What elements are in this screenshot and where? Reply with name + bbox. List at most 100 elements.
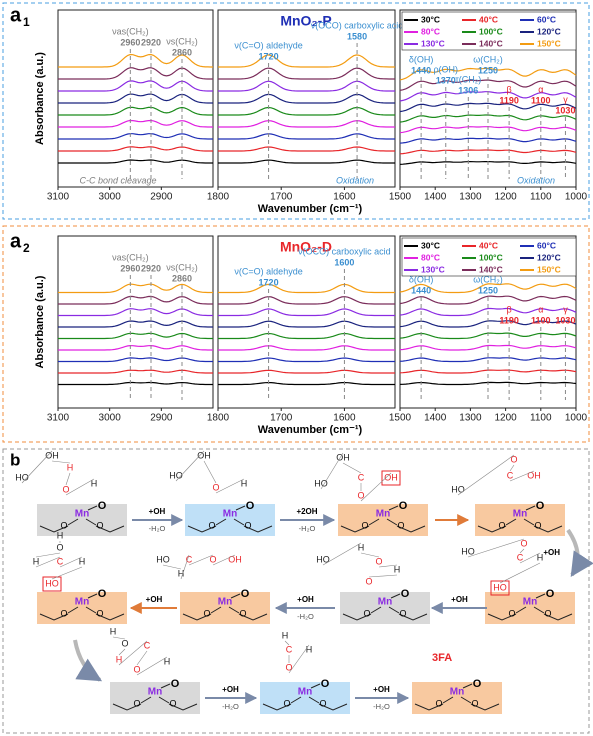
panel-a2-frame: [2, 225, 590, 443]
surface-lattice: [487, 613, 573, 621]
atom-label: HO: [156, 554, 170, 564]
legend-label: 60°C: [537, 14, 556, 24]
panel-b-frame: [2, 448, 590, 734]
panel-label: a: [10, 230, 22, 252]
peak-value: 1600: [334, 257, 354, 267]
subfigure-title: MnO₂-P: [280, 13, 331, 29]
bond: [85, 518, 97, 526]
bond: [370, 606, 382, 614]
bond: [342, 462, 362, 474]
bond: [499, 562, 541, 584]
atom-label: O: [56, 542, 63, 552]
peak-name: ω(CH₂): [473, 274, 503, 284]
legend-label: 140°C: [479, 38, 503, 48]
spectrum: [58, 295, 213, 305]
atom-label: O: [212, 482, 219, 492]
bond: [509, 470, 535, 482]
spectrum: [399, 357, 577, 363]
atom-label: O: [121, 638, 128, 648]
oxo-label: O: [401, 588, 410, 600]
bond: [310, 683, 321, 689]
spectrum: [58, 67, 213, 80]
x-tick-label: 3000: [99, 413, 122, 424]
spectrum: [218, 382, 395, 386]
x-tick-label: 1200: [494, 192, 517, 203]
spectrum: [218, 106, 395, 116]
peak-name: ν(C=O) aldehyde: [234, 40, 302, 50]
spectrum: [58, 80, 213, 92]
reaction-arrow: [73, 639, 103, 682]
surface-lattice: [187, 525, 273, 533]
legend-label: 120°C: [537, 252, 561, 262]
metal-label: Mn: [450, 687, 464, 698]
atom-label: H: [116, 654, 123, 664]
x-tick-label: 1000: [565, 192, 588, 203]
peak-name: ν(OCO) carboxylic acid: [311, 20, 404, 30]
legend-label: 130°C: [421, 264, 445, 274]
highlight-box: [381, 470, 401, 486]
bond: [188, 554, 214, 566]
spectrum: [399, 102, 577, 113]
panel-label: a: [10, 4, 22, 26]
surface-o-label: O: [361, 520, 368, 530]
legend-label: 100°C: [479, 252, 503, 262]
product-label: 3FA: [432, 652, 452, 664]
atom-label: H: [241, 478, 248, 488]
spectrum: [218, 93, 395, 104]
metal-label: Mn: [376, 509, 390, 520]
reagent-label: +OH: [222, 685, 239, 694]
y-axis-label: Absorbance (a.u.): [34, 275, 46, 368]
atom-label: OH: [197, 450, 211, 460]
bond: [230, 593, 241, 599]
bond: [118, 648, 126, 656]
spectrum: [58, 332, 213, 340]
spectrum: [399, 67, 577, 81]
panel-label-sub: 1: [23, 15, 30, 29]
spectrum: [58, 357, 213, 363]
legend-frame: [401, 11, 577, 51]
peak-value: 1030: [555, 315, 575, 325]
atom-label: O: [510, 454, 517, 464]
plot-frame: [217, 235, 396, 409]
surface-o-label: O: [534, 520, 541, 530]
atom-label: OH: [336, 452, 350, 462]
peak-name: τ(CH₂): [455, 74, 481, 84]
spectrum: [399, 307, 577, 317]
spectrum: [58, 344, 213, 351]
bond: [59, 556, 83, 568]
oxo-label: O: [473, 678, 482, 690]
x-tick-label: 1600: [333, 192, 356, 203]
surface-o-label: O: [363, 608, 370, 618]
spectrum: [58, 119, 213, 128]
peak-value: 2860: [172, 273, 192, 283]
bond: [525, 505, 536, 511]
x-tick-label: 1300: [459, 192, 482, 203]
peak-name: νs(CH₂): [166, 36, 198, 46]
bond: [442, 696, 454, 704]
spectrum: [58, 106, 213, 116]
surface-o-label: O: [544, 608, 551, 618]
spectrum: [218, 320, 395, 328]
byproduct-label: -H₂O: [297, 612, 314, 621]
reagent-label: +OH: [297, 595, 314, 604]
bond: [535, 593, 546, 599]
atom-label: H: [358, 542, 365, 552]
reagent-label: +OH: [373, 685, 390, 694]
plot-frame: [217, 9, 396, 188]
panel-label-sub: 2: [23, 241, 30, 255]
legend-label: 40°C: [479, 240, 498, 250]
atom-label: H: [537, 552, 544, 562]
peak-name: νs(CH₂): [166, 262, 198, 272]
metal-label: Mn: [223, 509, 237, 520]
atom-label: O: [285, 662, 292, 672]
peak-value: 1030: [555, 105, 575, 115]
atom-label: O: [62, 484, 69, 494]
peak-name: α: [538, 304, 543, 314]
reagent-label: +OH: [149, 507, 166, 516]
surface-o-label: O: [498, 520, 505, 530]
atom-label: H: [164, 656, 171, 666]
x-axis-label: Wavenumber (cm⁻¹): [258, 424, 363, 436]
metal-label: Mn: [378, 597, 392, 608]
surface-o-label: O: [319, 698, 326, 708]
spectrum: [218, 120, 395, 128]
